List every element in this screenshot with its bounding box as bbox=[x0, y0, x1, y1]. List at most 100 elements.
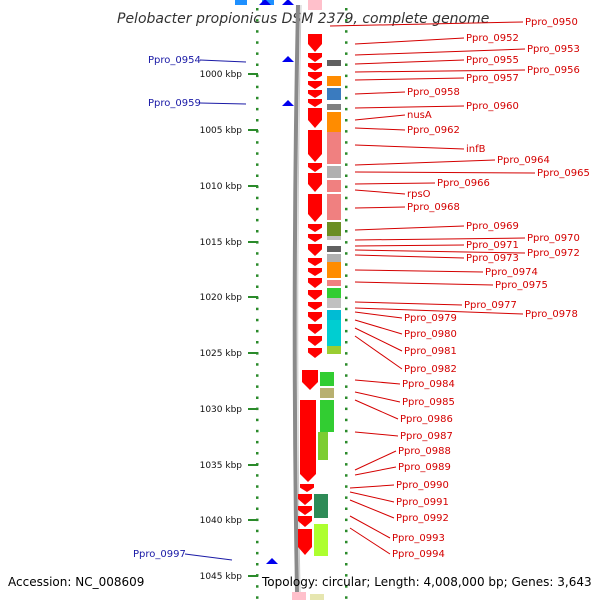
gene-leader-line bbox=[329, 21, 524, 27]
gene-arrow bbox=[300, 400, 316, 482]
gene-leader-line bbox=[354, 244, 465, 247]
scale-minor-tick bbox=[256, 452, 259, 455]
track-tick bbox=[345, 96, 348, 100]
track-tick bbox=[345, 107, 348, 111]
scale-minor-tick bbox=[256, 307, 259, 311]
gene-leader-line bbox=[354, 399, 399, 420]
track-tick bbox=[345, 274, 348, 277]
feature-block bbox=[327, 88, 341, 100]
track-tick bbox=[345, 74, 348, 78]
locus-marker bbox=[282, 56, 294, 62]
scale-minor-tick bbox=[256, 230, 259, 233]
track-tick bbox=[345, 452, 348, 455]
scale-minor-tick bbox=[256, 263, 259, 266]
track-tick bbox=[345, 463, 348, 466]
gene-label: Ppro_0972 bbox=[527, 248, 580, 259]
scale-minor-tick bbox=[256, 274, 259, 277]
gene-label: Ppro_0970 bbox=[527, 233, 580, 244]
genome-title: Pelobacter propionicus DSM 2379, complet… bbox=[117, 11, 489, 27]
track-tick bbox=[345, 163, 348, 166]
gene-leader-line bbox=[354, 281, 494, 286]
gene-arrow bbox=[308, 72, 322, 80]
track-tick bbox=[345, 551, 348, 555]
track-tick bbox=[345, 596, 348, 599]
feature-block bbox=[327, 60, 341, 66]
gene-leader-line bbox=[354, 182, 436, 185]
track-tick bbox=[345, 518, 348, 522]
feature-block bbox=[327, 320, 341, 346]
track-tick bbox=[345, 329, 348, 333]
gene-leader-line bbox=[354, 77, 465, 81]
scale-minor-tick bbox=[256, 540, 259, 544]
feature-block bbox=[314, 524, 328, 556]
track-tick bbox=[345, 85, 348, 89]
feature-block bbox=[320, 388, 334, 398]
gene-label: Ppro_0966 bbox=[437, 178, 490, 189]
track-tick bbox=[345, 152, 348, 155]
scale-minor-tick bbox=[256, 141, 259, 144]
gene-arrow bbox=[308, 108, 322, 128]
feature-block bbox=[327, 76, 341, 86]
scale-minor-tick bbox=[256, 74, 259, 78]
gene-label: Ppro_0991 bbox=[396, 497, 449, 508]
feature-block bbox=[292, 592, 306, 600]
gene-leader-line bbox=[354, 307, 524, 315]
gene-leader-line bbox=[354, 127, 406, 131]
gene-leader-line bbox=[354, 249, 526, 254]
gene-arrow bbox=[308, 290, 322, 300]
minor-ticks bbox=[345, 8, 348, 599]
gene-label: Ppro_0964 bbox=[497, 155, 550, 166]
scale-label: 1035 kbp bbox=[200, 461, 243, 471]
scale-minor-tick bbox=[256, 119, 259, 122]
track-tick bbox=[345, 8, 348, 11]
gene-arrow bbox=[298, 506, 312, 515]
feature-block bbox=[327, 236, 341, 240]
scale-minor-tick bbox=[256, 485, 259, 488]
feature-block bbox=[327, 166, 341, 178]
gene-leader-line bbox=[354, 237, 526, 241]
scale-minor-tick bbox=[256, 396, 259, 399]
feature-block bbox=[327, 298, 341, 308]
scale-minor-tick bbox=[256, 52, 259, 55]
gene-arrow bbox=[308, 244, 322, 256]
scale-minor-tick bbox=[256, 41, 259, 44]
feature-block bbox=[318, 432, 328, 460]
locus-leader-line bbox=[199, 59, 247, 63]
scale-label: 1030 kbp bbox=[200, 405, 243, 415]
track-tick bbox=[345, 41, 348, 44]
gene-arrow bbox=[308, 163, 322, 172]
gene-label: Ppro_0978 bbox=[525, 309, 578, 320]
gene-arrow bbox=[298, 494, 312, 505]
gene-label: Ppro_0985 bbox=[402, 397, 455, 408]
gene-leader-line bbox=[354, 225, 465, 231]
feature-block bbox=[327, 310, 341, 320]
scale-minor-tick bbox=[256, 252, 259, 255]
scale-minor-tick bbox=[256, 407, 259, 411]
scale-label: 1040 kbp bbox=[200, 516, 243, 526]
scale-minor-tick bbox=[256, 585, 259, 588]
gene-label: Ppro_0974 bbox=[485, 267, 538, 278]
gene-leader-line bbox=[354, 114, 406, 121]
gene-label: Ppro_0986 bbox=[400, 414, 453, 425]
marker-group bbox=[259, 0, 294, 564]
gene-leader-line bbox=[349, 491, 395, 503]
track-tick bbox=[345, 241, 348, 244]
scale-minor-tick bbox=[256, 518, 259, 522]
scale-minor-tick bbox=[256, 507, 259, 510]
track-tick bbox=[345, 263, 348, 266]
scale-minor-tick bbox=[256, 352, 259, 355]
gene-arrow bbox=[308, 99, 322, 107]
track-tick bbox=[345, 563, 348, 566]
track-tick bbox=[345, 252, 348, 255]
scale-label: 1000 kbp bbox=[200, 70, 243, 80]
gene-arrow bbox=[308, 34, 322, 52]
gene-label: Ppro_0952 bbox=[466, 33, 519, 44]
gene-leader-line bbox=[354, 59, 465, 65]
feature-block bbox=[327, 180, 341, 192]
gene-leader-line bbox=[354, 466, 397, 476]
track-tick bbox=[345, 363, 348, 366]
scale-minor-tick bbox=[256, 19, 259, 22]
track-tick bbox=[345, 474, 348, 477]
scale-minor-tick bbox=[256, 563, 259, 566]
gene-leader-line bbox=[354, 48, 526, 56]
